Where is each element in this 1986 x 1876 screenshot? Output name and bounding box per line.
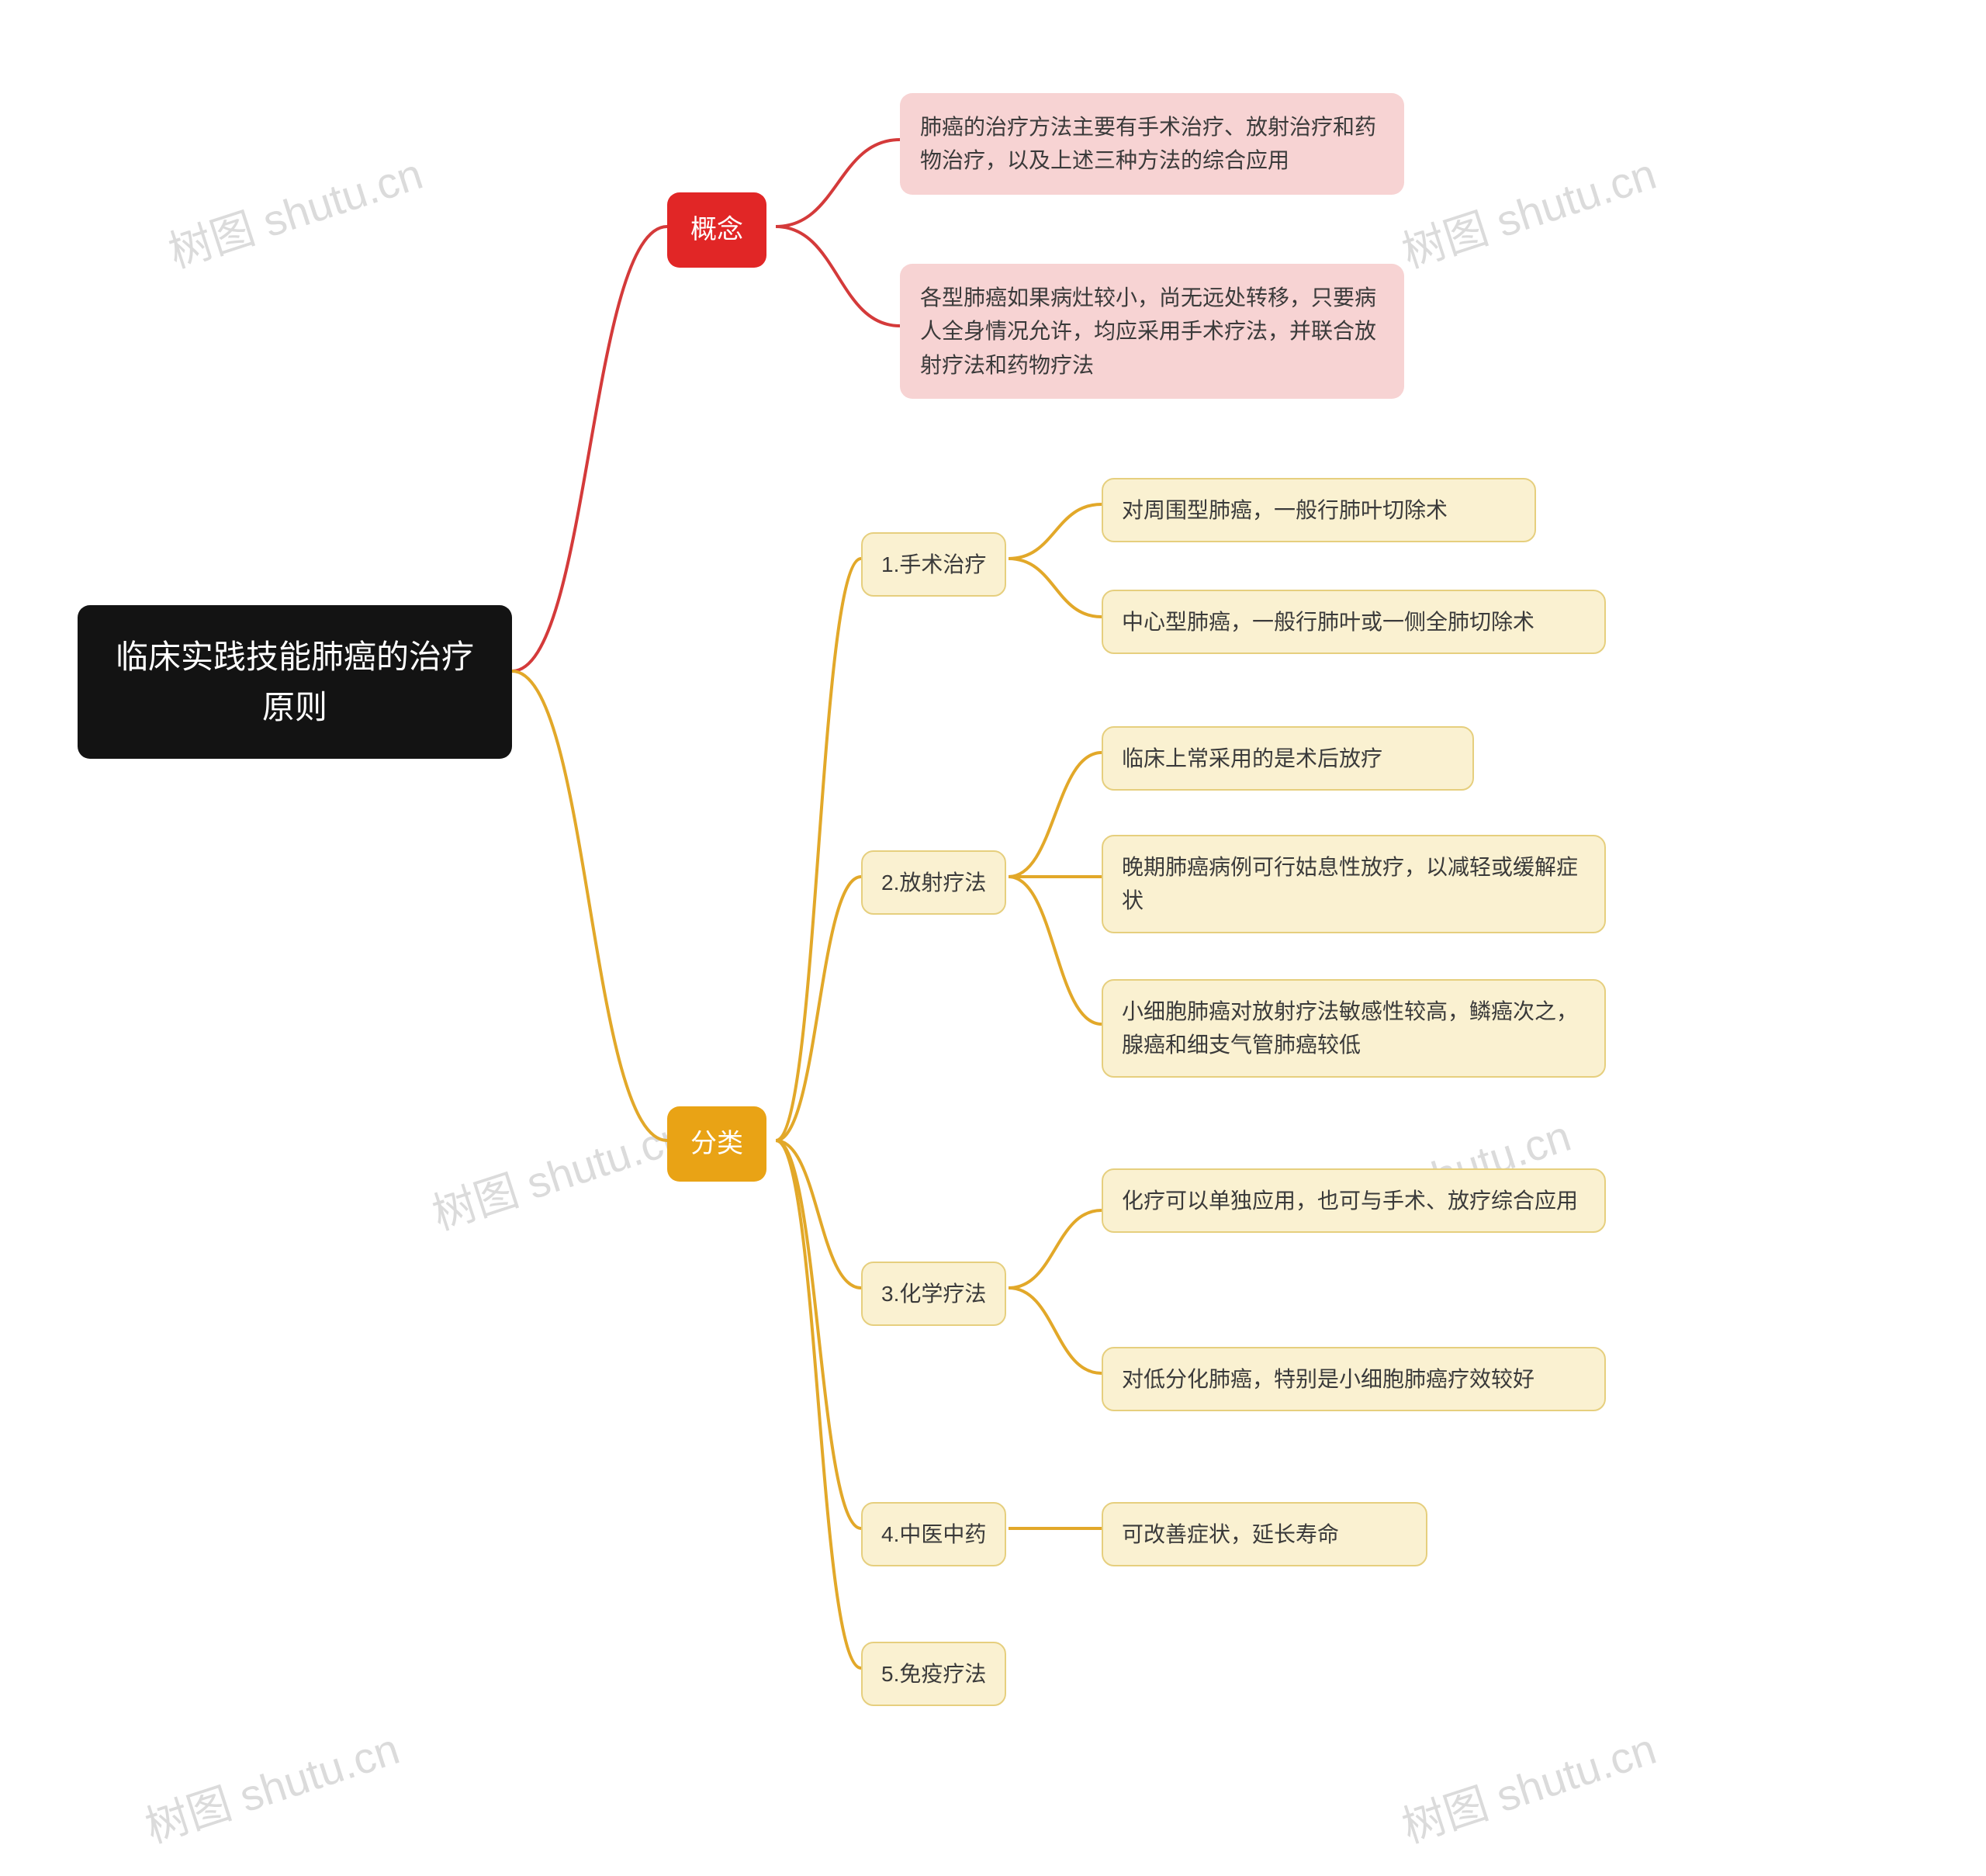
leaf-chemo-1[interactable]: 对低分化肺癌，特别是小细胞肺癌疗效较好 — [1102, 1347, 1606, 1411]
mid-immuno[interactable]: 5.免疫疗法 — [861, 1642, 1006, 1706]
mid-surgery[interactable]: 1.手术治疗 — [861, 532, 1006, 597]
leaf-surgery-0[interactable]: 对周围型肺癌，一般行肺叶切除术 — [1102, 478, 1536, 542]
leaf-radiation-2[interactable]: 小细胞肺癌对放射疗法敏感性较高，鳞癌次之，腺癌和细支气管肺癌较低 — [1102, 979, 1606, 1078]
leaf-surgery-1[interactable]: 中心型肺癌，一般行肺叶或一侧全肺切除术 — [1102, 590, 1606, 654]
watermark: 树图 shutu.cn — [424, 1102, 694, 1243]
watermark: 树图 shutu.cn — [1393, 140, 1663, 281]
leaf-concept-1[interactable]: 各型肺癌如果病灶较小，尚无远处转移，只要病人全身情况允许，均应采用手术疗法，并联… — [900, 264, 1404, 399]
mid-radiation[interactable]: 2.放射疗法 — [861, 850, 1006, 915]
branch-category[interactable]: 分类 — [667, 1106, 766, 1182]
leaf-chemo-0[interactable]: 化疗可以单独应用，也可与手术、放疗综合应用 — [1102, 1168, 1606, 1233]
root-node[interactable]: 临床实践技能肺癌的治疗原则 — [78, 605, 512, 759]
leaf-radiation-0[interactable]: 临床上常采用的是术后放疗 — [1102, 726, 1474, 791]
leaf-radiation-1[interactable]: 晚期肺癌病例可行姑息性放疗，以减轻或缓解症状 — [1102, 835, 1606, 933]
watermark: 树图 shutu.cn — [160, 140, 430, 281]
watermark: 树图 shutu.cn — [1393, 1715, 1663, 1856]
mid-tcm[interactable]: 4.中医中药 — [861, 1502, 1006, 1566]
mid-chemo[interactable]: 3.化学疗法 — [861, 1262, 1006, 1326]
branch-concept[interactable]: 概念 — [667, 192, 766, 268]
watermark: 树图 shutu.cn — [137, 1715, 407, 1856]
leaf-tcm-0[interactable]: 可改善症状，延长寿命 — [1102, 1502, 1427, 1566]
mindmap-canvas: 树图 shutu.cn 树图 shutu.cn 树图 shutu.cn 树图 s… — [0, 0, 1986, 1876]
leaf-concept-0[interactable]: 肺癌的治疗方法主要有手术治疗、放射治疗和药物治疗，以及上述三种方法的综合应用 — [900, 93, 1404, 195]
